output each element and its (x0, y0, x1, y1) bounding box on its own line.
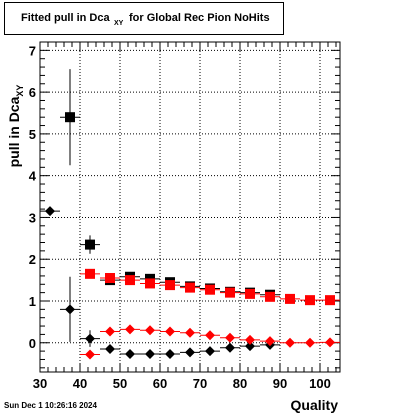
data-point-square (85, 268, 95, 279)
x-axis-label: Quality (291, 397, 339, 413)
series-1 (60, 69, 280, 300)
data-point-square (85, 239, 95, 250)
data-point-square (285, 293, 295, 304)
data-point-square (205, 284, 215, 295)
x-tick-label: 30 (33, 376, 47, 391)
x-tick-label: 80 (233, 376, 247, 391)
y-tick-label: 1 (29, 294, 36, 309)
data-point-diamond (185, 347, 195, 358)
y-tick-label: 7 (29, 43, 36, 58)
data-points (40, 69, 340, 360)
x-tick-label: 90 (273, 376, 287, 391)
y-axis-label-subscript: XY (15, 85, 25, 97)
data-point-square (265, 291, 275, 302)
data-point-diamond (285, 337, 295, 348)
data-point-diamond (185, 327, 195, 338)
series-2 (80, 268, 340, 306)
data-point-diamond (165, 349, 175, 360)
data-point-diamond (325, 337, 335, 348)
y-axis-label: pull in Dca (6, 96, 22, 167)
timestamp: Sun Dec 1 10:26:16 2024 (4, 401, 97, 410)
chart-title: Fitted pull in Dca (21, 12, 110, 24)
data-point-square (325, 295, 335, 306)
chart-title-tail: for Global Rec Pion NoHits (129, 12, 270, 24)
y-tick-label: 3 (29, 210, 36, 225)
title-box: Fitted pull in Dca XY for Global Rec Pio… (4, 2, 284, 35)
data-point-diamond (105, 326, 115, 337)
data-point-diamond (225, 332, 235, 343)
y-tick-label: 5 (29, 127, 36, 142)
data-point-diamond (205, 330, 215, 341)
data-point-diamond (145, 325, 155, 336)
y-tick-label: 0 (29, 336, 36, 351)
data-point-square (245, 288, 255, 299)
y-tick-label: 4 (29, 169, 37, 184)
data-point-diamond (205, 346, 215, 357)
series-4 (80, 324, 340, 360)
x-tick-label: 40 (73, 376, 87, 391)
data-point-diamond (145, 349, 155, 360)
y-axis-title: pull in DcaXY (6, 85, 25, 168)
x-tick-label: 100 (309, 376, 331, 391)
data-point-diamond (305, 337, 315, 348)
data-point-square (65, 112, 75, 123)
data-point-diamond (85, 349, 95, 360)
data-point-diamond (265, 336, 275, 347)
y-tick-label: 6 (29, 85, 36, 100)
data-point-diamond (165, 326, 175, 337)
data-point-square (105, 273, 115, 284)
data-point-diamond (65, 304, 75, 315)
data-point-diamond (245, 341, 255, 352)
data-point-square (185, 282, 195, 293)
data-point-diamond (245, 334, 255, 345)
data-point-diamond (45, 206, 55, 217)
x-tick-label: 60 (153, 376, 167, 391)
svg-text:pull in DcaXY: pull in DcaXY (6, 85, 25, 168)
data-point-diamond (125, 349, 135, 360)
data-point-diamond (85, 333, 95, 344)
data-point-diamond (105, 344, 115, 355)
grid (40, 42, 340, 372)
chart-title-subscript: XY (114, 20, 124, 27)
y-tick-label: 2 (29, 252, 36, 267)
data-point-square (165, 280, 175, 291)
data-point-square (305, 295, 315, 306)
data-point-square (225, 287, 235, 298)
data-point-square (125, 275, 135, 286)
axes: 30 40 50 60 70 80 90 100 0 1 2 3 4 5 6 7 (29, 41, 340, 391)
x-tick-label: 70 (193, 376, 207, 391)
data-point-square (145, 278, 155, 289)
x-tick-label: 50 (113, 376, 127, 391)
plot-frame (39, 41, 341, 373)
series-3 (40, 206, 280, 360)
data-point-diamond (225, 342, 235, 353)
data-point-diamond (125, 324, 135, 335)
